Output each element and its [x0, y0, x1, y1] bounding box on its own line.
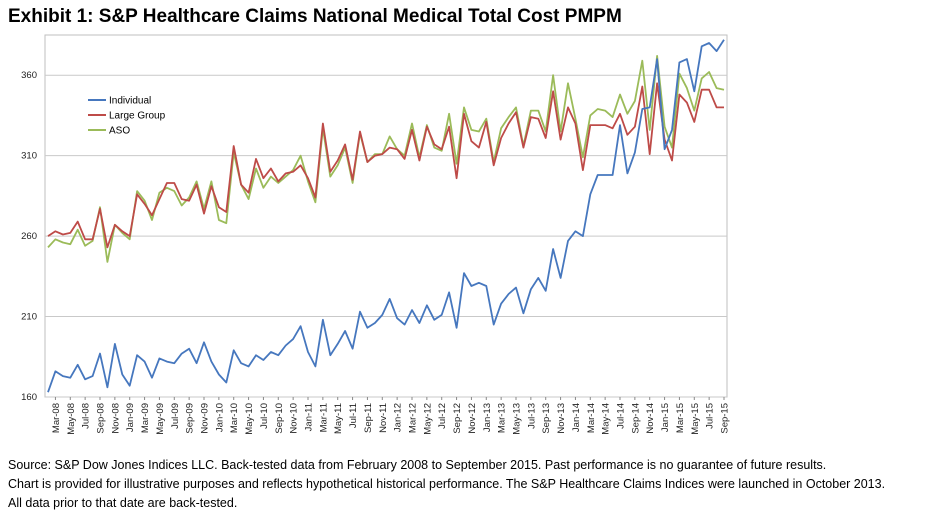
x-tick-label: Mar-11 [318, 403, 329, 432]
x-tick-label: Nov-11 [378, 403, 389, 433]
x-tick-label: Sep-09 [185, 403, 196, 434]
footnote-source: Source: S&P Dow Jones Indices LLC. Back-… [8, 458, 827, 472]
series-line-large-group [47, 82, 724, 249]
plot-area [44, 34, 728, 398]
y-axis-ticks: 160 210 260 310 360 [21, 70, 37, 403]
x-tick-label: Jul-15 [705, 403, 716, 429]
line-chart: 160 210 260 310 360 Mar-08 May-08 Jul-08 Sep-08… [21, 34, 731, 435]
y-tick-label: 260 [21, 231, 37, 242]
x-tick-label: Nov-14 [645, 403, 656, 434]
x-tick-label: Nov-08 [110, 403, 121, 434]
footnote-backtest: All data prior to that date are back-tes… [8, 496, 238, 510]
legend: Individual Large Group ASO [88, 96, 166, 137]
x-tick-label: Mar-10 [229, 403, 240, 433]
x-tick-label: Mar-09 [140, 403, 151, 433]
x-tick-label: Jul-14 [616, 403, 627, 429]
x-tick-label: May-12 [422, 403, 433, 435]
x-tick-label: May-13 [512, 403, 523, 435]
x-tick-label: May-14 [601, 403, 612, 435]
x-tick-label: Sep-12 [452, 403, 463, 434]
x-tick-label: Jan-13 [482, 403, 493, 432]
series-line-individual [47, 39, 725, 393]
legend-label: ASO [109, 126, 130, 137]
x-axis-ticks: Mar-08 May-08 Jul-08 Sep-08 Nov-08 Jan-09 Mar-… [51, 397, 731, 435]
x-tick-label: Jan-15 [660, 403, 671, 432]
legend-label: Individual [109, 96, 151, 107]
x-tick-label: Jul-12 [437, 403, 448, 429]
x-tick-label: Sep-13 [541, 403, 552, 434]
x-tick-label: May-08 [66, 403, 77, 435]
legend-label: Large Group [109, 111, 166, 122]
x-tick-label: Sep-14 [630, 403, 641, 434]
x-tick-label: May-10 [244, 403, 255, 435]
y-tick-label: 160 [21, 392, 37, 403]
x-tick-label: Mar-13 [497, 403, 508, 433]
series-lines [47, 39, 725, 393]
x-tick-label: Jan-09 [125, 403, 136, 432]
x-tick-label: Jan-12 [393, 403, 404, 432]
series-line-aso [47, 55, 725, 263]
x-tick-label: Nov-13 [556, 403, 567, 434]
chart-title: Exhibit 1: S&P Healthcare Claims Nationa… [8, 6, 622, 27]
x-tick-label: Jan-11 [304, 403, 315, 431]
x-tick-label: Jan-10 [214, 403, 225, 432]
x-tick-label: Mar-14 [586, 403, 597, 433]
x-tick-label: Sep-15 [720, 403, 731, 434]
x-tick-label: Jul-10 [259, 403, 270, 429]
x-tick-label: May-11 [333, 403, 344, 434]
x-tick-label: Sep-11 [363, 403, 374, 433]
footnote-disclaimer: Chart is provided for illustrative purpo… [8, 477, 886, 491]
x-tick-label: Nov-09 [200, 403, 211, 434]
x-tick-label: Nov-10 [289, 403, 300, 434]
gridlines [44, 34, 728, 398]
x-tick-label: Jan-14 [571, 403, 582, 432]
x-tick-label: Jul-09 [170, 403, 181, 429]
y-tick-label: 360 [21, 70, 37, 81]
x-tick-label: Nov-12 [467, 403, 478, 434]
x-tick-label: Mar-15 [675, 403, 686, 433]
x-tick-label: Sep-10 [274, 403, 285, 434]
y-tick-label: 210 [21, 312, 37, 323]
y-tick-label: 310 [21, 151, 37, 162]
x-tick-label: Mar-12 [408, 403, 419, 433]
x-tick-label: May-09 [155, 403, 166, 435]
x-tick-label: Mar-08 [51, 403, 62, 433]
x-tick-label: Jul-13 [526, 403, 537, 429]
x-tick-label: May-15 [690, 403, 701, 435]
x-tick-label: Sep-08 [96, 403, 107, 434]
x-tick-label: Jul-08 [81, 403, 92, 429]
x-tick-label: Jul-11 [348, 403, 359, 428]
